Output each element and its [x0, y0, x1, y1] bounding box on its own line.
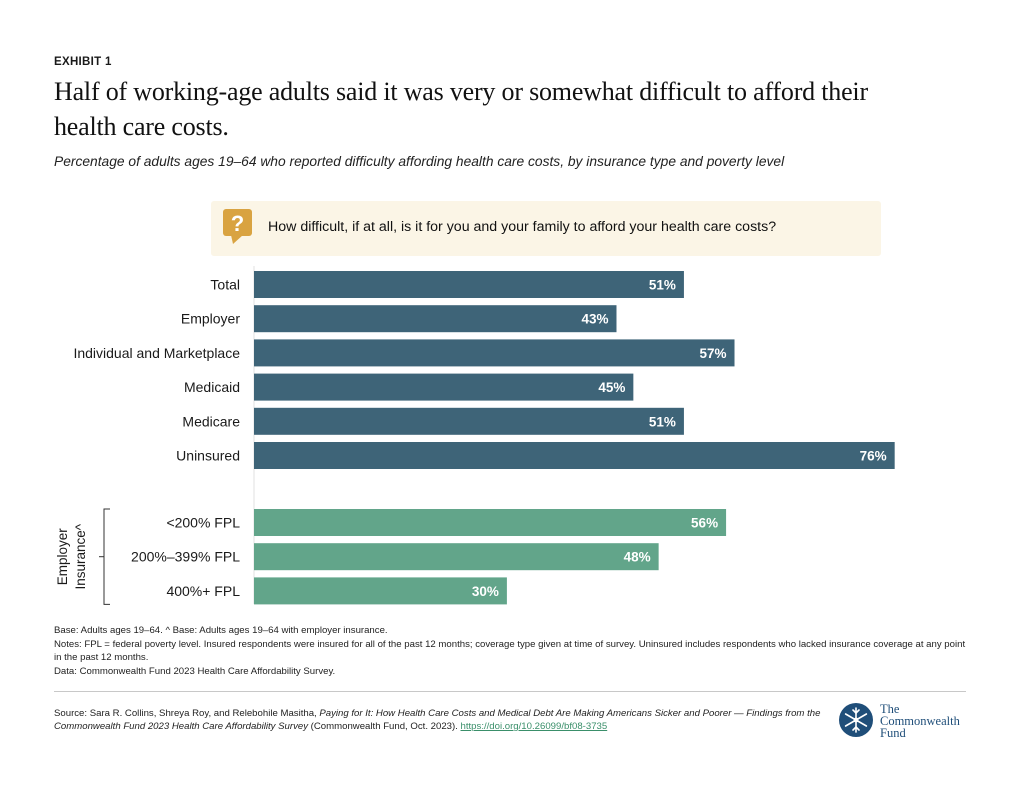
category-label: Uninsured	[176, 448, 240, 464]
bar	[254, 543, 659, 571]
footnotes: Base: Adults ages 19–64. ^ Base: Adults …	[54, 625, 974, 681]
bar	[254, 373, 634, 401]
chart-subtitle: Percentage of adults ages 19–64 who repo…	[54, 154, 785, 169]
group-label-line-1: Employer	[55, 528, 70, 586]
bar	[254, 271, 684, 298]
bar	[254, 305, 617, 333]
category-label: Medicare	[182, 413, 240, 429]
base-note: Base: Adults ages 19–64. ^ Base: Adults …	[54, 625, 388, 636]
source-suffix: (Commonwealth Fund, Oct. 2023).	[308, 721, 461, 732]
survey-question-text: How difficult, if at all, is it for you …	[268, 219, 777, 235]
category-label: Medicaid	[184, 379, 240, 395]
exhibit-label: EXHIBIT 1	[54, 56, 112, 68]
category-label: Employer	[181, 311, 240, 327]
data-label: 51%	[649, 278, 676, 293]
notes-text: Notes: FPL = federal poverty level. Insu…	[54, 639, 966, 663]
data-label: 30%	[472, 584, 499, 599]
source-prefix: Source: Sara R. Collins, Shreya Roy, and…	[54, 708, 320, 719]
data-label: 43%	[581, 312, 608, 327]
category-label: Total	[210, 277, 240, 293]
data-label: 76%	[860, 449, 887, 464]
category-label: <200% FPL	[166, 515, 240, 531]
category-label: 200%–399% FPL	[131, 549, 240, 565]
source-citation: Source: Sara R. Collins, Shreya Roy, and…	[54, 707, 824, 733]
data-label: 56%	[691, 516, 718, 531]
chart-title: Half of working-age adults said it was v…	[54, 74, 954, 144]
source-doi-link[interactable]: https://doi.org/10.26099/bf08-3735	[460, 721, 608, 732]
commonwealth-fund-logo: The Commonwealth Fund	[838, 702, 978, 742]
logo-line-3: Fund	[880, 726, 906, 740]
svg-text:?: ?	[231, 211, 244, 236]
bar	[254, 407, 684, 435]
bar	[254, 442, 895, 469]
footer-divider	[54, 691, 966, 692]
bar	[254, 577, 507, 605]
group-label-line-2: Insurance^	[73, 523, 88, 589]
bar-chart: Total 51% Employer 43% Individual and Market…	[55, 266, 895, 605]
chart-title-line-1: Half of working-age adults said it was v…	[54, 77, 868, 106]
question-mark-icon: ?	[223, 209, 252, 244]
snowflake-icon	[839, 703, 873, 737]
data-label: 48%	[624, 550, 651, 565]
survey-question-box: ? How difficult, if at all, is it for yo…	[211, 201, 881, 256]
bar	[254, 339, 735, 367]
chart-title-line-2: health care costs.	[54, 112, 229, 141]
bar	[254, 509, 727, 536]
logo-line-2: Commonwealth	[880, 714, 960, 728]
data-note: Data: Commonwealth Fund 2023 Health Care…	[54, 666, 336, 678]
source-title: Paying for It: How Health Care Costs and…	[54, 708, 821, 732]
data-label: 45%	[598, 380, 625, 395]
group-bracket	[103, 508, 110, 605]
data-label: 57%	[699, 346, 726, 361]
logo-line-1: The	[880, 702, 900, 716]
logo-wordmark: The Commonwealth Fund	[880, 702, 960, 740]
category-label: Individual and Marketplace	[73, 345, 240, 361]
category-label: 400%+ FPL	[166, 583, 240, 599]
data-label: 51%	[649, 414, 676, 429]
